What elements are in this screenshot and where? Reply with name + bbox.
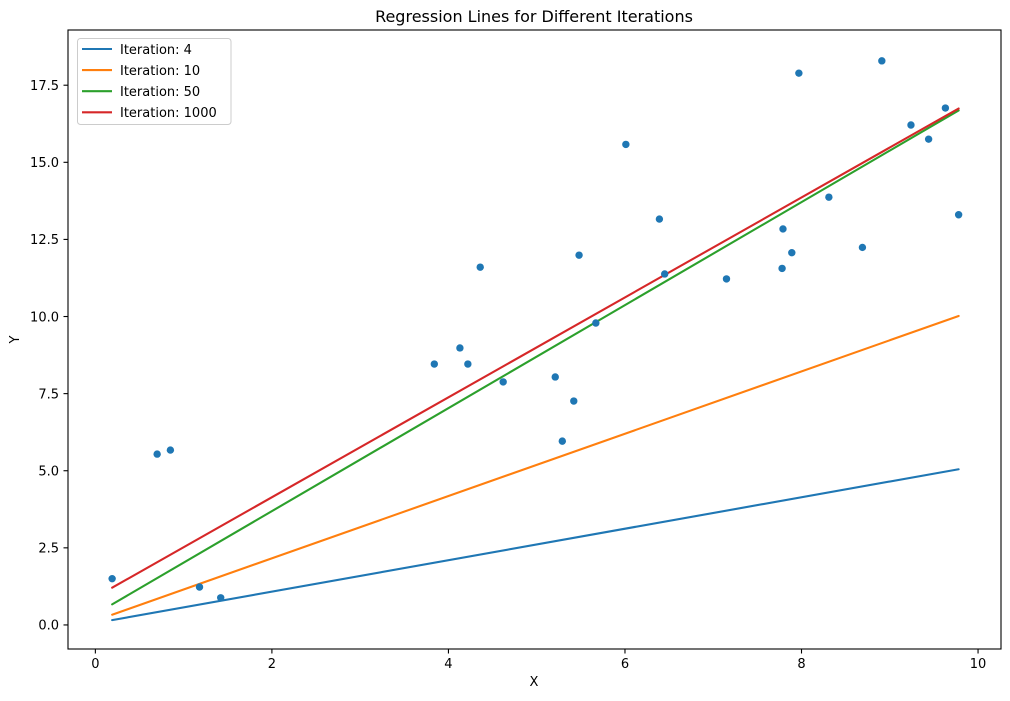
x-tick-label: 4: [444, 657, 452, 672]
legend-entry: Iteration: 4: [82, 43, 192, 58]
scatter-point: [499, 378, 507, 386]
scatter-point: [195, 583, 204, 591]
scatter-point: [941, 104, 950, 112]
y-tick-label: 15.0: [30, 156, 59, 171]
y-tick-label: 12.5: [30, 233, 59, 248]
y-tick-label: 5.0: [38, 465, 59, 480]
legend-entry: Iteration: 1000: [82, 106, 217, 121]
x-axis-ticks: 0 2 4 6 8 10: [91, 649, 986, 672]
scatter-point: [788, 248, 796, 257]
scatter-point: [153, 450, 161, 458]
scatter-point: [907, 121, 915, 129]
plot-frame: [67, 29, 1002, 650]
regression-line-iteration-1000: [111, 107, 960, 589]
regression-line-iteration-50: [111, 109, 960, 606]
y-tick-label: 7.5: [38, 387, 59, 402]
scatter-point: [558, 437, 567, 445]
scatter-point: [722, 275, 731, 283]
y-tick-label: 0.0: [38, 619, 59, 634]
legend-entry: Iteration: 10: [82, 64, 200, 79]
scatter-point: [166, 446, 175, 454]
scatter-point: [551, 373, 559, 381]
legend-frame: [77, 38, 232, 125]
legend-box: Iteration: 4 Iteration: 10 Iteration: 50 It…: [77, 38, 232, 125]
scatter-point: [575, 251, 583, 259]
x-tick-label: 10: [970, 657, 987, 672]
scatter-point: [655, 215, 664, 223]
scatter-point: [825, 193, 833, 201]
scatter-point: [924, 135, 933, 143]
x-tick-label: 0: [91, 657, 99, 672]
legend-entry-label: Iteration: 1000: [120, 106, 217, 121]
scatter-point: [858, 243, 867, 252]
y-axis-label: Y: [8, 335, 23, 344]
scatter-point: [622, 140, 630, 149]
chart-title: Regression Lines for Different Iteration…: [375, 7, 693, 26]
x-tick-label: 8: [797, 657, 805, 672]
scatter-point: [456, 344, 464, 352]
scatter-points-group: [108, 57, 963, 602]
scatter-point: [464, 360, 472, 368]
scatter-point: [954, 211, 963, 219]
legend-entry-label: Iteration: 4: [120, 43, 192, 58]
x-tick-label: 6: [621, 657, 629, 672]
scatter-point: [430, 360, 439, 368]
scatter-point: [778, 264, 786, 273]
scatter-point: [795, 69, 803, 77]
scatter-point: [108, 574, 116, 583]
x-tick-label: 2: [268, 657, 276, 672]
scatter-point: [660, 270, 669, 278]
y-tick-label: 10.0: [30, 310, 59, 325]
legend-entry: Iteration: 50: [82, 85, 200, 100]
legend-entry-label: Iteration: 10: [120, 64, 200, 79]
x-axis-label: X: [530, 675, 539, 690]
regression-line-iteration-10: [111, 314, 960, 616]
legend-entry-label: Iteration: 50: [120, 85, 200, 100]
y-axis-ticks: 0.0 2.5 5.0 7.5 10.0 12.5 15.0 17.5: [30, 79, 68, 634]
scatter-point: [217, 594, 225, 602]
y-tick-label: 17.5: [30, 79, 59, 94]
scatter-point: [476, 263, 484, 271]
scatter-point: [570, 397, 578, 405]
regression-line-iteration-4: [111, 468, 960, 622]
scatter-point: [878, 57, 886, 65]
regression-lines-group: [111, 107, 960, 622]
scatter-point: [779, 225, 787, 233]
y-tick-label: 2.5: [38, 542, 59, 557]
scatter-point: [592, 319, 600, 327]
